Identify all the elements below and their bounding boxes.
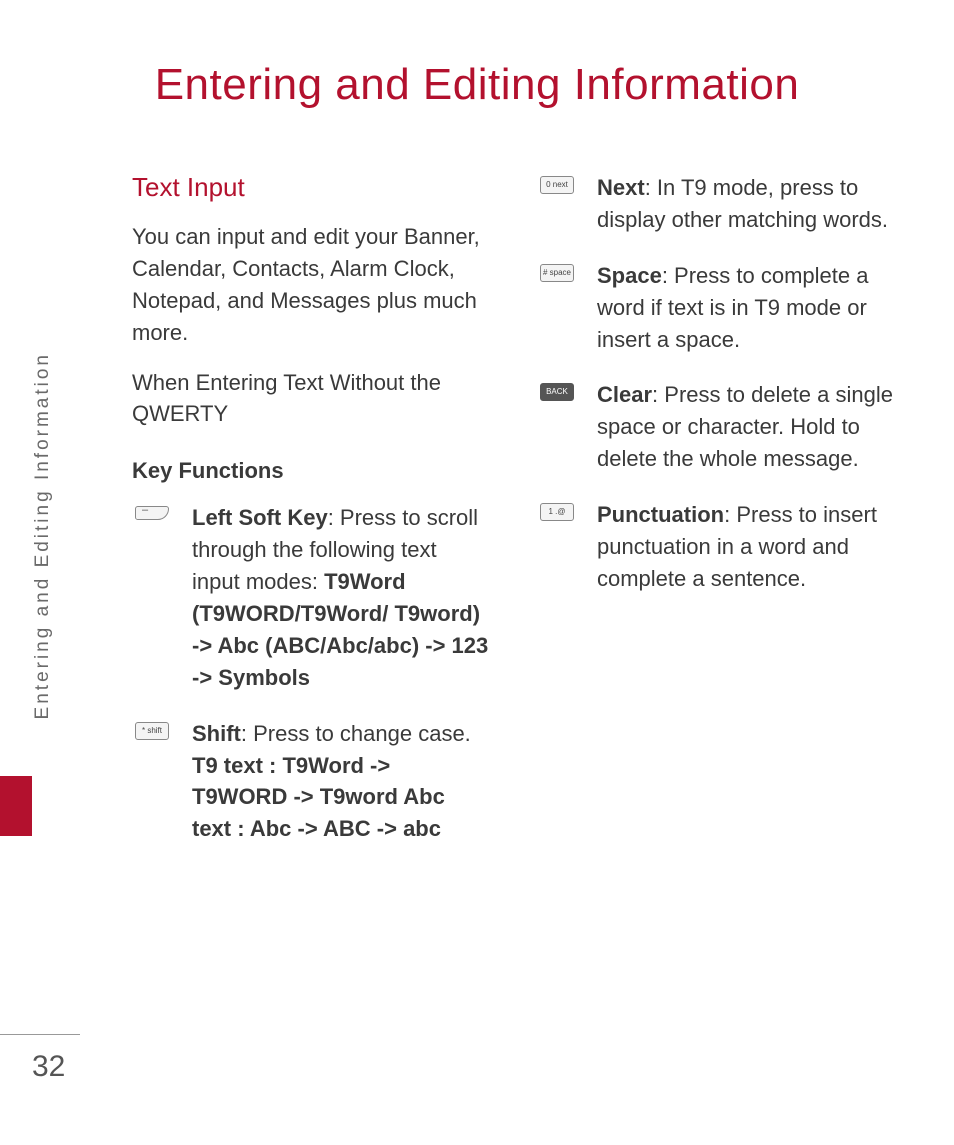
key-row-clear: BACK Clear: Press to delete a single spa… [537,379,894,475]
key-title: Left Soft Key [192,505,328,530]
key-title: Shift [192,721,241,746]
one-punct-chip-icon: 1 .@ [540,503,574,521]
shift-key-icon: * shift [132,718,172,740]
key-title: Clear [597,382,652,407]
next-key-icon: 0 next [537,172,577,194]
softkey-glyph-icon [135,506,169,520]
key-title: Space [597,263,662,288]
side-divider-line [0,1034,80,1035]
clear-key-icon: BACK [537,379,577,401]
punctuation-key-icon: 1 .@ [537,499,577,521]
space-key-icon: # space [537,260,577,282]
key-title: Next [597,175,645,200]
side-tab-label: Entering and Editing Information [32,352,54,719]
side-tab: Entering and Editing Information [32,352,72,719]
key-desc-plain: : Press to change case. [241,721,471,746]
left-column: Text Input You can input and edit your B… [132,172,489,869]
next-key-description: Next: In T9 mode, press to display other… [597,172,894,236]
key-row-punctuation: 1 .@ Punctuation: Press to insert punctu… [537,499,894,595]
shift-chip-icon: * shift [135,722,169,740]
page-title: Entering and Editing Information [0,60,954,110]
hash-space-chip-icon: # space [540,264,574,282]
key-row-next: 0 next Next: In T9 mode, press to displa… [537,172,894,236]
left-soft-key-icon [132,502,172,520]
right-column: 0 next Next: In T9 mode, press to displa… [537,172,894,869]
key-row-space: # space Space: Press to complete a word … [537,260,894,356]
key-desc-bold: T9 text : T9Word -> T9WORD -> T9word Abc… [192,753,445,842]
page-number: 32 [32,1050,65,1084]
section-heading-text-input: Text Input [132,172,489,203]
shift-key-description: Shift: Press to change case. T9 text : T… [192,718,489,846]
intro-paragraph-1: You can input and edit your Banner, Cale… [132,221,489,349]
space-key-description: Space: Press to complete a word if text … [597,260,894,356]
punctuation-key-description: Punctuation: Press to insert punctuation… [597,499,894,595]
left-soft-key-description: Left Soft Key: Press to scroll through t… [192,502,489,693]
intro-paragraph-2: When Entering Text Without the QWERTY [132,367,489,431]
zero-next-chip-icon: 0 next [540,176,574,194]
key-row-left-soft-key: Left Soft Key: Press to scroll through t… [132,502,489,693]
sub-heading-key-functions: Key Functions [132,458,489,484]
key-row-shift: * shift Shift: Press to change case. T9 … [132,718,489,846]
back-chip-icon: BACK [540,383,574,401]
clear-key-description: Clear: Press to delete a single space or… [597,379,894,475]
side-accent-bar [0,776,32,836]
content-area: Text Input You can input and edit your B… [132,172,894,869]
key-title: Punctuation [597,502,724,527]
